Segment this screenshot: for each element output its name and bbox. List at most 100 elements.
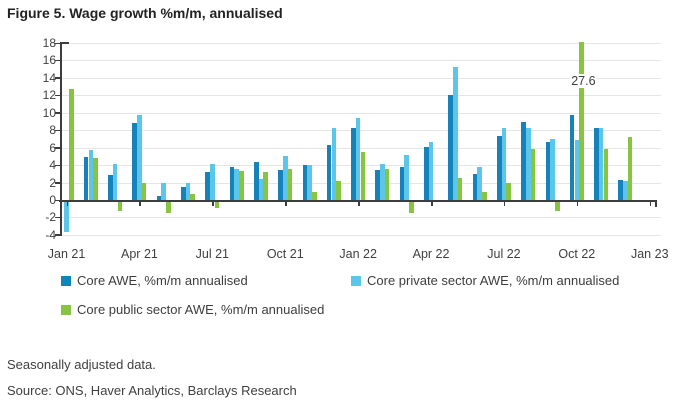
y-gridline — [60, 130, 661, 132]
x-axis-tick — [212, 202, 214, 206]
y-gridline — [60, 43, 661, 45]
y-axis-label: 10 — [42, 105, 56, 120]
x-axis-label: Jul 21 — [195, 247, 230, 261]
x-axis-tick — [503, 202, 506, 206]
y-axis-tick — [55, 216, 60, 219]
bar-private-Mar-21 — [112, 164, 118, 201]
y-axis-tick — [55, 234, 60, 236]
y-axis-label: -2 — [45, 210, 56, 225]
bar-public-May-22 — [457, 178, 463, 201]
x-axis-tick — [431, 202, 433, 206]
y-axis-label: 16 — [42, 53, 56, 68]
y-axis-tick — [55, 147, 60, 149]
y-gridline — [60, 234, 661, 236]
legend-label: Core public sector AWE, %m/m annualised — [77, 302, 325, 317]
bar-private-Sep-22 — [550, 138, 555, 201]
bar-core-Jan-22 — [351, 127, 356, 201]
y-axis-label: 8 — [49, 123, 56, 138]
y-axis-tick — [55, 112, 60, 114]
x-axis-tick — [66, 202, 69, 206]
y-axis-tick — [55, 129, 60, 132]
bar-public-May-21 — [166, 201, 171, 214]
y-axis-tick — [55, 77, 60, 79]
legend-item-core: Core AWE, %m/m annualised — [61, 273, 248, 288]
legend-item-public: Core public sector AWE, %m/m annualised — [61, 302, 324, 317]
bar-core-May-21 — [156, 195, 162, 201]
bar-public-Oct-22 — [579, 42, 584, 201]
bar-core-Apr-22 — [424, 146, 429, 201]
bar-core-Oct-22 — [569, 115, 575, 201]
bar-private-Jun-22 — [477, 166, 482, 201]
y-gridline — [60, 217, 661, 219]
bar-private-Nov-21 — [307, 165, 312, 201]
bar-public-Jun-21 — [190, 193, 196, 201]
bar-public-Jan-21 — [68, 89, 74, 201]
bar-public-Sep-22 — [554, 201, 560, 212]
bar-public-Jan-22 — [360, 152, 366, 201]
y-axis-tick — [55, 59, 60, 62]
bar-private-Jan-21 — [64, 201, 69, 233]
x-axis-line — [59, 200, 657, 202]
x-axis-label: Jul 22 — [487, 247, 521, 261]
y-axis-label: -4 — [45, 227, 56, 242]
y-axis-tick — [55, 164, 60, 167]
bar-core-Jul-22 — [496, 136, 502, 201]
bar-core-Aug-21 — [229, 166, 235, 201]
bar-private-Oct-22 — [574, 139, 580, 201]
y-axis-tick — [55, 94, 60, 97]
y-gridline — [60, 147, 661, 149]
y-axis-line — [60, 42, 62, 236]
bar-public-Jul-21 — [214, 201, 220, 208]
bar-core-Dec-22 — [618, 179, 624, 201]
bar-core-Jun-22 — [472, 173, 478, 201]
bar-core-Jul-21 — [205, 172, 210, 201]
bar-private-Oct-21 — [282, 156, 288, 201]
x-axis-label: Jan 21 — [47, 247, 86, 261]
x-axis-label: Apr 22 — [412, 247, 450, 261]
bar-private-May-22 — [453, 66, 458, 201]
bar-core-Mar-22 — [399, 166, 405, 201]
y-axis-label: 6 — [49, 140, 56, 155]
x-axis-label: Oct 22 — [558, 247, 596, 261]
bar-core-Nov-21 — [302, 165, 308, 201]
bar-private-May-21 — [161, 182, 167, 201]
footnote-source: Source: ONS, Haver Analytics, Barclays R… — [7, 383, 297, 398]
x-axis-tick — [285, 202, 287, 206]
bar-private-Dec-22 — [623, 180, 628, 201]
y-axis-label: 18 — [42, 36, 56, 51]
bar-private-Mar-22 — [404, 154, 410, 201]
bar-public-Aug-21 — [239, 171, 244, 201]
y-axis-tick — [55, 199, 60, 201]
y-axis-top-cap — [60, 42, 69, 44]
bar-private-Feb-21 — [88, 150, 94, 201]
chart-title: Figure 5. Wage growth %m/m, annualised — [7, 5, 283, 21]
legend-item-private: Core private sector AWE, %m/m annualised — [351, 273, 619, 288]
x-axis-label: Apr 21 — [121, 247, 158, 261]
bar-public-Nov-22 — [603, 149, 609, 201]
bar-core-Dec-21 — [326, 145, 332, 201]
bar-core-Feb-22 — [375, 170, 381, 201]
bar-private-Jan-22 — [355, 118, 361, 201]
bar-private-Dec-21 — [331, 127, 337, 201]
bar-private-Jul-21 — [210, 164, 215, 201]
x-axis-tick — [576, 202, 579, 206]
bar-public-Apr-21 — [141, 183, 147, 201]
bar-public-Feb-22 — [384, 168, 390, 201]
legend-label: Core AWE, %m/m annualised — [77, 273, 248, 288]
legend-swatch-icon — [351, 275, 361, 286]
bar-public-Sep-21 — [263, 172, 268, 201]
y-gridline — [60, 112, 661, 114]
y-gridline — [60, 60, 661, 62]
x-axis-label: Jan 23 — [630, 247, 669, 261]
y-axis-tick — [55, 182, 60, 184]
bar-core-Feb-21 — [83, 157, 89, 201]
x-axis-tick — [358, 202, 360, 206]
bar-private-Nov-22 — [598, 127, 604, 201]
bar-public-Mar-22 — [409, 201, 414, 214]
bar-core-Mar-21 — [108, 174, 113, 201]
y-axis-label: 0 — [49, 193, 56, 207]
x-axis-label: Oct 21 — [266, 247, 304, 261]
bar-core-May-22 — [448, 95, 453, 201]
bar-core-Nov-22 — [594, 127, 599, 201]
bar-public-Mar-21 — [117, 201, 123, 212]
